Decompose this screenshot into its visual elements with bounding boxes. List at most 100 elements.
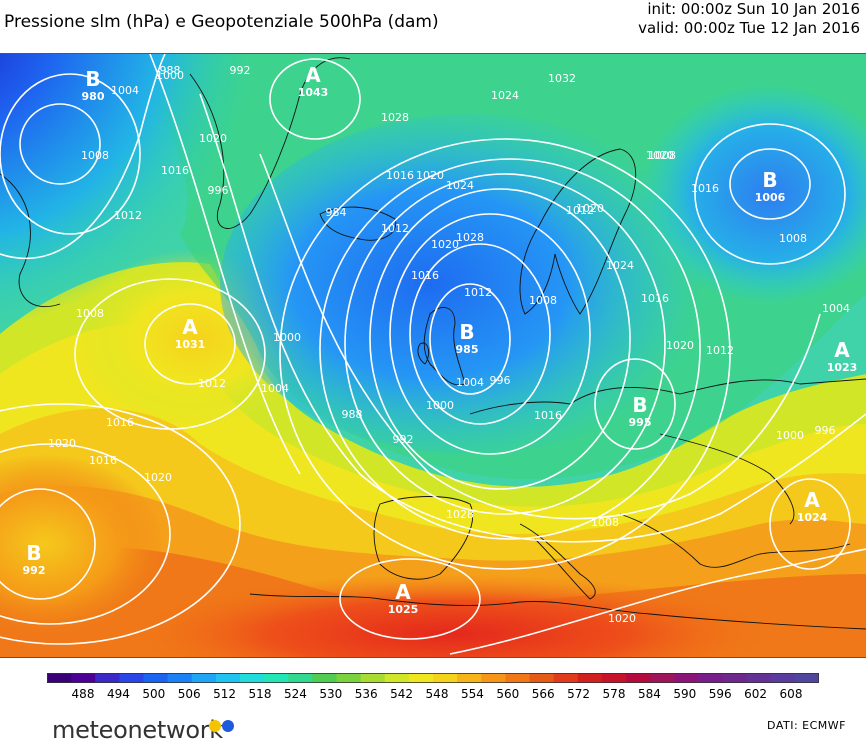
coast-north-africa bbox=[249, 593, 866, 630]
colorbar-swatch bbox=[553, 673, 579, 683]
isobar-992 bbox=[409, 243, 551, 425]
colorbar-tick-label: 584 bbox=[637, 687, 661, 701]
pressure-center-value: 1023 bbox=[827, 361, 858, 374]
colorbar-frame bbox=[47, 673, 819, 683]
isobar-label: 1000 bbox=[426, 399, 454, 412]
isobar-1020-south bbox=[449, 548, 866, 655]
colorbar-tick-label: 566 bbox=[531, 687, 555, 701]
colorbar-swatch bbox=[457, 673, 482, 683]
isobar-label: 1012 bbox=[464, 286, 492, 299]
pressure-center-letter: B bbox=[85, 67, 100, 91]
pressure-center-letter: A bbox=[804, 488, 820, 512]
colorbar-tick-label: 542 bbox=[390, 687, 414, 701]
colorbar-swatch bbox=[626, 673, 651, 683]
isobar-label: 1020 bbox=[576, 202, 604, 215]
isobar-1020 bbox=[199, 93, 866, 543]
isobar-high-africa bbox=[339, 558, 481, 640]
coast-iberia bbox=[373, 496, 474, 580]
isobar-996 bbox=[389, 213, 591, 455]
colorbar-swatch bbox=[601, 673, 627, 683]
colorbar-swatch bbox=[746, 673, 772, 683]
isobar-label: 1012 bbox=[381, 222, 409, 235]
meteonetwork-logo: meteonetwork bbox=[52, 716, 223, 744]
isobar-988 bbox=[429, 283, 511, 395]
colorbar-swatch bbox=[288, 673, 313, 683]
isobar-label: 992 bbox=[230, 64, 251, 77]
colorbar-swatch bbox=[264, 673, 289, 683]
colorbar-tick-label: 596 bbox=[708, 687, 732, 701]
colorbar-tick-label: 500 bbox=[142, 687, 166, 701]
colorbar-tick-label: 494 bbox=[106, 687, 130, 701]
isobar-low-ne-1 bbox=[729, 148, 811, 220]
colorbar-tick-label: 530 bbox=[319, 687, 343, 701]
isobar-label: 1024 bbox=[491, 89, 519, 102]
isobar-label: 1016 bbox=[411, 269, 439, 282]
isobar-label: 1000 bbox=[776, 429, 804, 442]
isobar-label: 1008 bbox=[591, 516, 619, 529]
coast-balkans-turkey bbox=[619, 513, 851, 568]
coast-north-europe bbox=[469, 378, 866, 415]
isobar-low-ne-2 bbox=[694, 123, 846, 265]
isobar-label: 1012 bbox=[566, 204, 594, 217]
colorbar-tick-label: 536 bbox=[354, 687, 378, 701]
isobar-label: 1008 bbox=[529, 294, 557, 307]
isobar-low-sw-2 bbox=[0, 443, 171, 625]
colorbar-swatch bbox=[215, 673, 241, 683]
isobar-label: 1020 bbox=[48, 437, 76, 450]
coast-greenland bbox=[189, 57, 351, 229]
colorbar-tick-label: 560 bbox=[496, 687, 520, 701]
isobar-label: 1020 bbox=[199, 132, 227, 145]
coastlines bbox=[0, 57, 866, 630]
coast-scandinavia bbox=[519, 148, 637, 315]
pressure-center-letter: A bbox=[834, 338, 850, 362]
isobar-label: 1020 bbox=[431, 238, 459, 251]
isobar-label: 1024 bbox=[446, 179, 474, 192]
isobar-label: 1008 bbox=[779, 232, 807, 245]
isobar-label: 984 bbox=[326, 206, 347, 219]
colorbar-swatch bbox=[336, 673, 362, 683]
pressure-center-value: 1031 bbox=[175, 338, 206, 351]
isobar-label: 1016 bbox=[534, 409, 562, 422]
pressure-center-value: 1024 bbox=[797, 511, 828, 524]
isobar-1000 bbox=[369, 188, 631, 490]
colorbar-tick-label: 602 bbox=[744, 687, 768, 701]
isobar-high-greenland bbox=[269, 58, 361, 140]
pressure-center-value: 1043 bbox=[298, 86, 329, 99]
isobar-label: 1024 bbox=[606, 259, 634, 272]
init-time: init: 00:00z Sun 10 Jan 2016 bbox=[647, 0, 860, 18]
pressure-center-letter: A bbox=[395, 580, 411, 604]
isobar-1024-west bbox=[149, 54, 301, 475]
colorbar-swatch bbox=[674, 673, 699, 683]
data-source: DATI: ECMWF bbox=[767, 719, 846, 732]
weather-map: 1032 1024 1028 1020 1016 1012 1008 1004 1000 996 9… bbox=[0, 53, 866, 658]
isobar-label: 1020 bbox=[144, 471, 172, 484]
colorbar-swatch bbox=[481, 673, 506, 683]
isobar-low-nw-1 bbox=[19, 103, 101, 185]
isobar-label: 1008 bbox=[76, 307, 104, 320]
isobar-label: 1020 bbox=[646, 149, 674, 162]
map-canvas: 1032102410281020101610121008100410009969… bbox=[0, 54, 866, 657]
colorbar-tick-label: 572 bbox=[567, 687, 591, 701]
pressure-center-value: 992 bbox=[23, 564, 46, 577]
colorbar-tick-label: 554 bbox=[460, 687, 484, 701]
isobar-1004 bbox=[344, 173, 666, 515]
isobar-1008 bbox=[319, 158, 701, 540]
colorbar-tick-label: 512 bbox=[213, 687, 237, 701]
isobar-label: 1000 bbox=[273, 331, 301, 344]
colorbar-swatch bbox=[577, 673, 603, 683]
isobar-label: 1016 bbox=[89, 454, 117, 467]
colorbar-swatch bbox=[360, 673, 386, 683]
isobar-label: 1028 bbox=[456, 231, 484, 244]
isobar-label: 1008 bbox=[648, 149, 676, 162]
colorbar-swatch bbox=[71, 673, 96, 683]
isobar-label: 1028 bbox=[381, 111, 409, 124]
colorbar-swatch bbox=[384, 673, 410, 683]
coast-ireland bbox=[417, 342, 430, 365]
colorbar-ticks: 488 494 500 506 512 518 524 530 536 542 548 554 560 5… bbox=[47, 687, 819, 703]
coast-black-sea bbox=[659, 433, 795, 525]
isobar-label: 988 bbox=[342, 408, 363, 421]
isobar-label: 1020 bbox=[608, 612, 636, 625]
isobar-label: 1028 bbox=[446, 508, 474, 521]
colorbar-tick-label: 548 bbox=[425, 687, 449, 701]
colorbar-tick-label: 608 bbox=[779, 687, 803, 701]
